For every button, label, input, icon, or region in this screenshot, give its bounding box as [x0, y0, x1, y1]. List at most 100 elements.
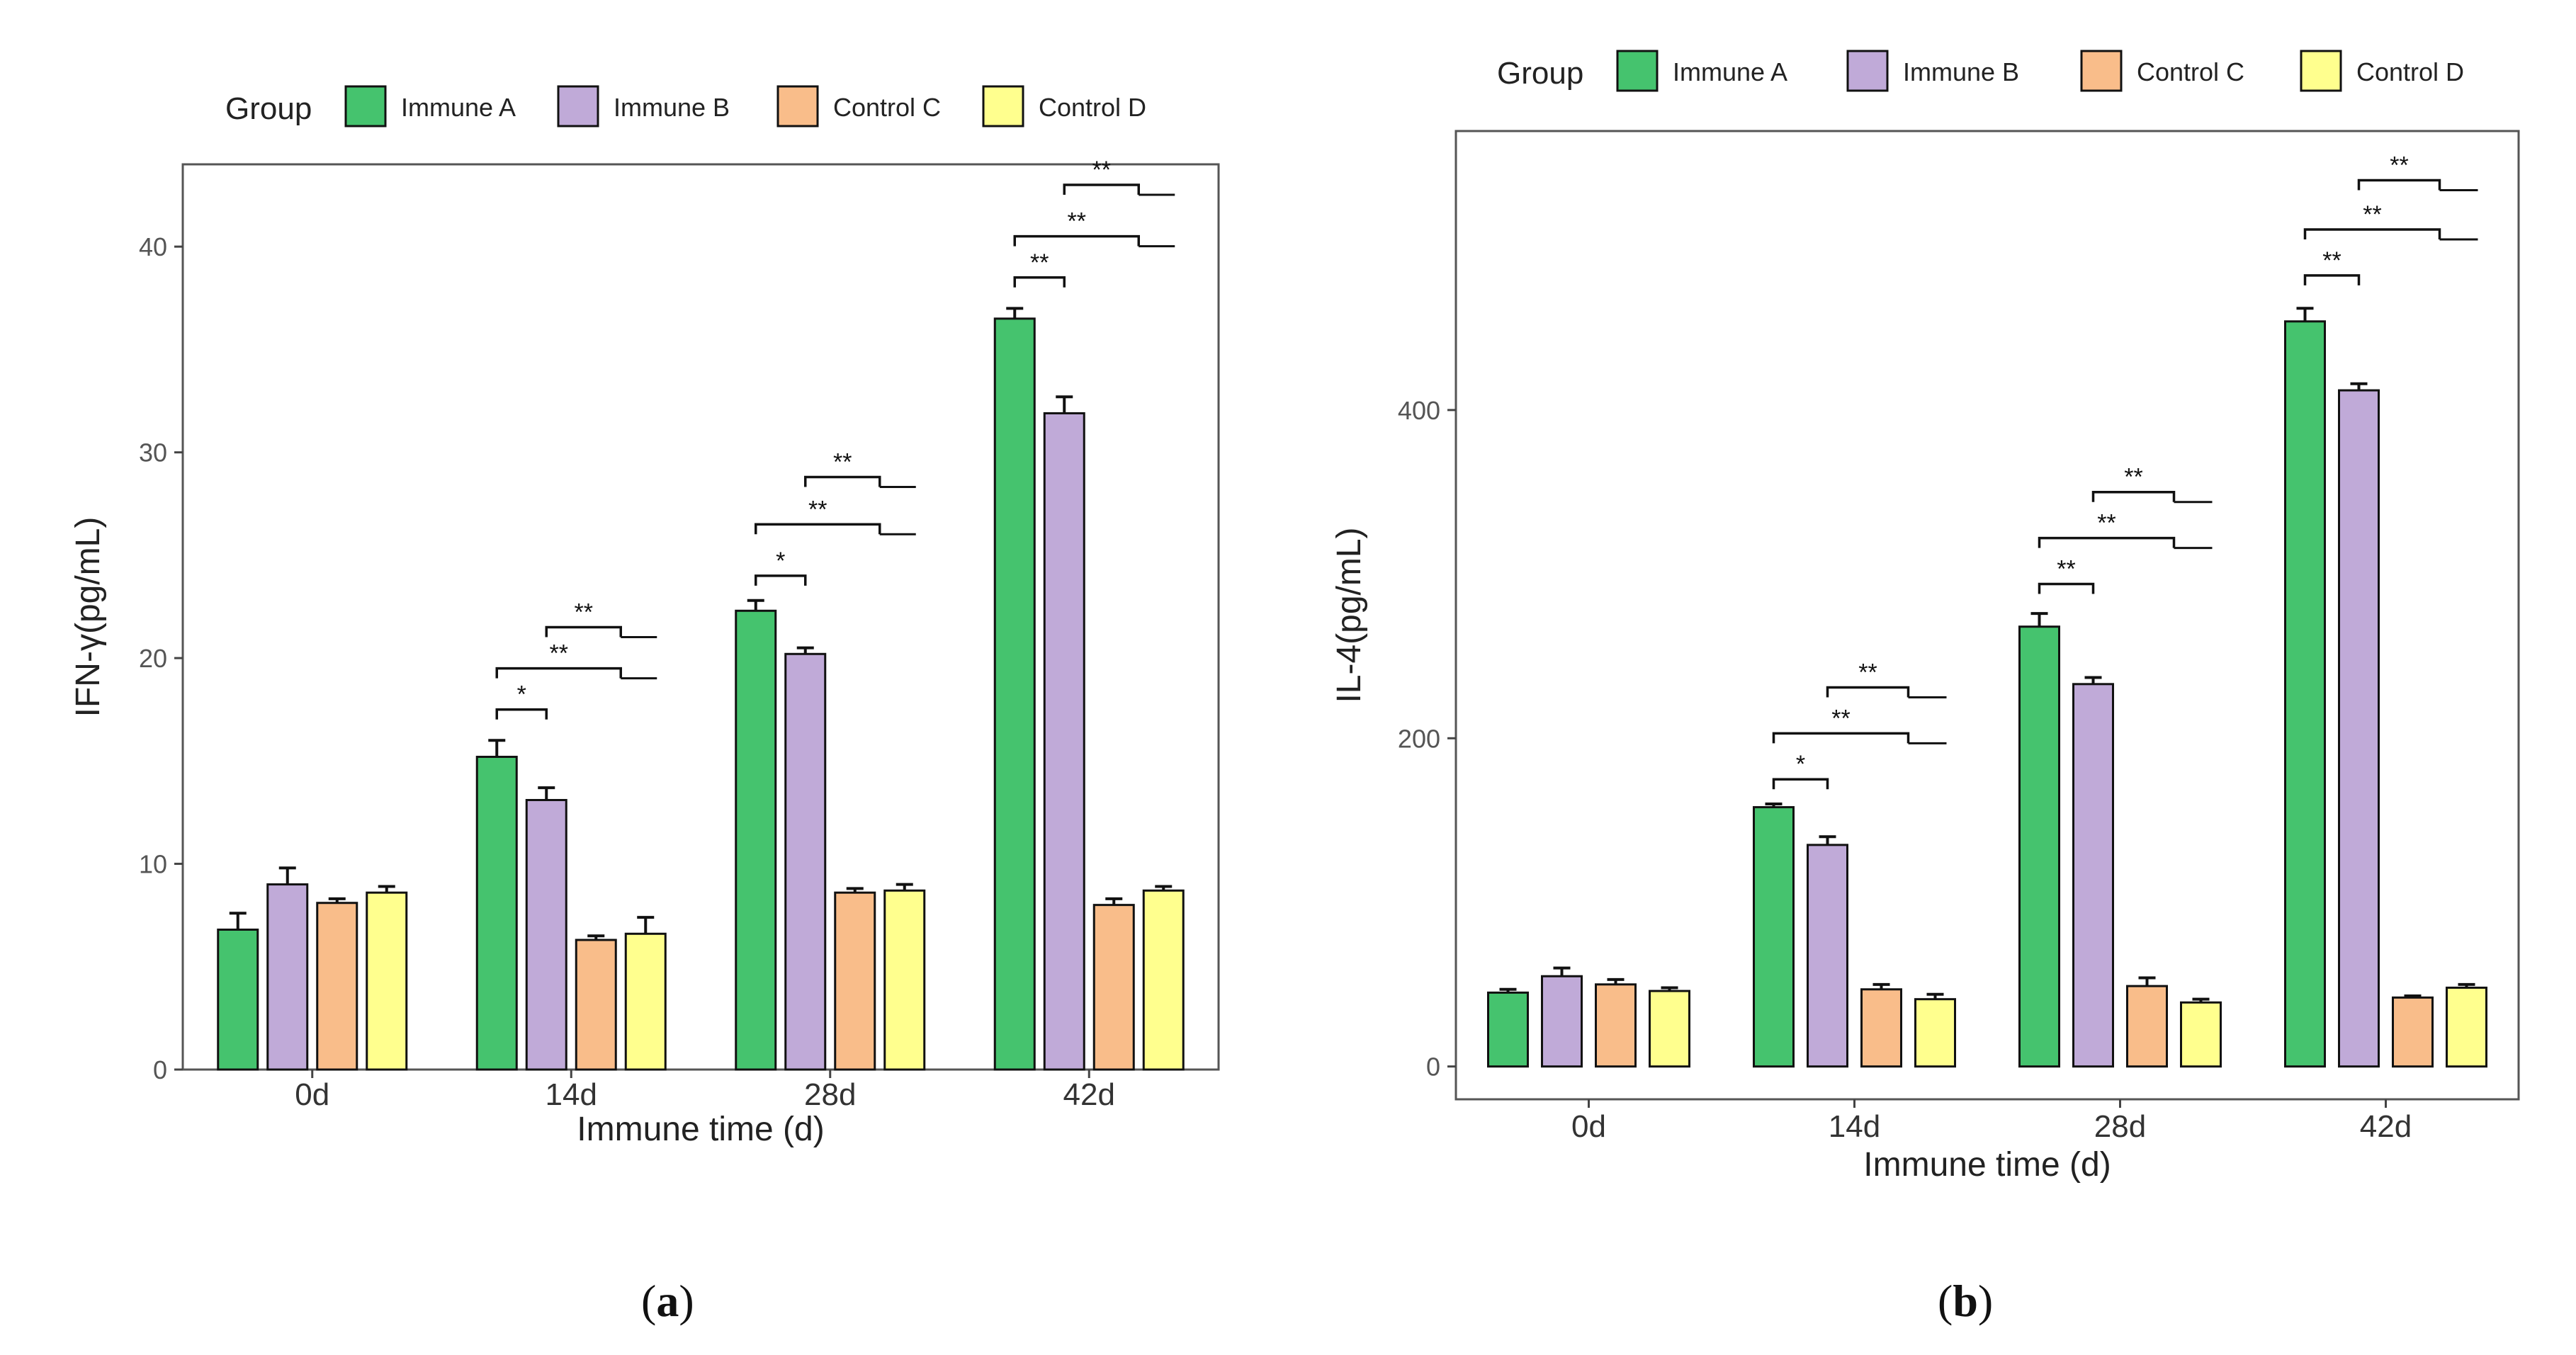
bar-b-3-1 — [2338, 389, 2380, 1068]
sig-bracket-a-1: ** — [495, 640, 657, 680]
sig-line-b-4 — [2038, 536, 2176, 548]
bar-a-3-1 — [1043, 412, 1085, 1071]
sig-bracket-a-7: ** — [1013, 208, 1175, 248]
chart-panel-a: Group Immune A Immune B Control C Control D 0… — [0, 0, 1275, 1355]
sig-line-a-8 — [1063, 183, 1140, 195]
bar-b-0-1 — [1541, 975, 1583, 1068]
bar-b-1-1 — [1807, 844, 1848, 1068]
sig-bracket-a-4: ** — [755, 496, 916, 535]
bar-a-3-3 — [1142, 889, 1185, 1071]
sig-line-a-7 — [1013, 234, 1140, 246]
sig-line-b-0 — [1772, 778, 1829, 790]
sig-bracket-b-3: ** — [2038, 555, 2095, 594]
xtick-label-a-2: 28d — [804, 1077, 856, 1112]
bar-b-1-0 — [1753, 806, 1795, 1068]
bar-b-2-2 — [2126, 985, 2168, 1068]
legend-label-a-2: Control C — [833, 93, 941, 122]
caption-b-letter: b — [1953, 1276, 1978, 1326]
ytick-label-b-1: 200 — [1398, 724, 1440, 753]
sig-bracket-a-6: ** — [1013, 249, 1066, 288]
xtick-label-a-1: 14d — [546, 1077, 597, 1112]
sig-line-b-6 — [2303, 274, 2361, 285]
bar-b-0-0 — [1487, 991, 1529, 1068]
legend-label-b-0: Immune A — [1673, 57, 1787, 86]
sig-label-b-8: ** — [2390, 152, 2408, 179]
bar-a-0-3 — [366, 891, 408, 1071]
ytick-label-a-2: 20 — [139, 644, 167, 673]
sig-line-b-2 — [1826, 686, 1910, 698]
sig-label-b-2: ** — [1858, 659, 1877, 686]
sig-line-a-6 — [1013, 276, 1066, 288]
bar-a-3-2 — [1092, 904, 1135, 1071]
ytick-label-a-4: 40 — [139, 232, 167, 261]
sig-label-a-6: ** — [1030, 249, 1049, 276]
sig-bracket-b-4: ** — [2038, 510, 2213, 550]
caption-a: (a) — [641, 1276, 694, 1326]
ytick-label-a-3: 30 — [139, 438, 167, 467]
legend-swatch-a-0 — [344, 85, 387, 127]
sig-label-a-1: ** — [550, 640, 568, 667]
sig-bracket-b-0: * — [1772, 751, 1829, 790]
bar-b-0-2 — [1595, 983, 1637, 1068]
legend-swatch-b-3 — [2300, 50, 2342, 92]
ytick-label-a-1: 10 — [139, 850, 167, 879]
bar-a-1-0 — [475, 756, 518, 1071]
legend-swatch-b-0 — [1616, 50, 1659, 92]
sig-line-b-1 — [1772, 732, 1910, 744]
bar-b-1-3 — [1914, 998, 1956, 1068]
xtick-label-b-0: 0d — [1571, 1109, 1606, 1144]
sig-label-b-7: ** — [2363, 201, 2381, 228]
bar-b-2-1 — [2072, 683, 2114, 1068]
caption-b: (b) — [1938, 1276, 1994, 1326]
legend-label-b-3: Control D — [2356, 57, 2464, 86]
sig-line-b-3 — [2038, 582, 2095, 594]
sig-line-a-0 — [495, 708, 548, 720]
bar-a-1-3 — [624, 932, 667, 1071]
bar-b-0-3 — [1649, 990, 1690, 1068]
y-axis-label-b: IL-4(pg/mL) — [1331, 527, 1368, 703]
sig-bracket-b-5: ** — [2091, 464, 2213, 504]
sig-line-a-1 — [495, 667, 622, 679]
bar-b-3-3 — [2446, 986, 2487, 1068]
xtick-label-b-1: 14d — [1829, 1109, 1880, 1144]
sig-line-b-8 — [2357, 178, 2441, 191]
bar-b-3-2 — [2392, 996, 2434, 1068]
bar-b-3-0 — [2284, 320, 2326, 1068]
xtick-label-a-3: 42d — [1063, 1077, 1115, 1112]
sig-line-b-7 — [2303, 228, 2441, 240]
sig-label-a-4: ** — [808, 496, 827, 523]
bar-a-0-2 — [316, 902, 358, 1071]
bar-a-1-1 — [525, 799, 567, 1071]
sig-line-a-3 — [755, 574, 807, 586]
legend-swatch-a-3 — [982, 85, 1024, 127]
bar-a-0-1 — [266, 883, 309, 1071]
sig-label-a-2: ** — [575, 599, 593, 626]
sig-bracket-b-8: ** — [2357, 152, 2478, 192]
sig-label-a-5: ** — [833, 448, 852, 475]
bar-a-2-1 — [784, 652, 827, 1071]
sig-label-b-4: ** — [2097, 510, 2115, 537]
bar-a-3-0 — [993, 317, 1036, 1071]
sig-bracket-b-6: ** — [2303, 247, 2361, 285]
sig-label-a-7: ** — [1068, 208, 1086, 235]
sig-line-a-5 — [804, 475, 881, 487]
sig-bracket-b-2: ** — [1826, 659, 1947, 698]
bar-b-2-3 — [2180, 1001, 2222, 1068]
sig-label-a-0: * — [517, 681, 526, 708]
legend-label-a-3: Control D — [1039, 93, 1146, 122]
xtick-label-a-0: 0d — [295, 1077, 329, 1112]
bar-a-2-0 — [735, 609, 777, 1071]
xtick-label-b-2: 28d — [2094, 1109, 2146, 1144]
legend-swatch-a-2 — [776, 85, 819, 127]
bar-a-1-2 — [575, 939, 617, 1071]
legend-title-a: Group — [225, 91, 312, 126]
legend-swatch-b-1 — [1846, 50, 1889, 92]
bar-a-2-3 — [883, 889, 926, 1071]
sig-bracket-a-8: ** — [1063, 157, 1175, 196]
x-axis-label-a: Immune time (d) — [577, 1111, 824, 1148]
legend-label-a-0: Immune A — [401, 93, 516, 122]
sig-label-a-8: ** — [1092, 157, 1111, 183]
legend-label-b-2: Control C — [2137, 57, 2244, 86]
bar-b-1-2 — [1860, 988, 1902, 1068]
chart-panel-b: Group Immune A Immune B Control C Control D 0… — [1275, 0, 2576, 1355]
